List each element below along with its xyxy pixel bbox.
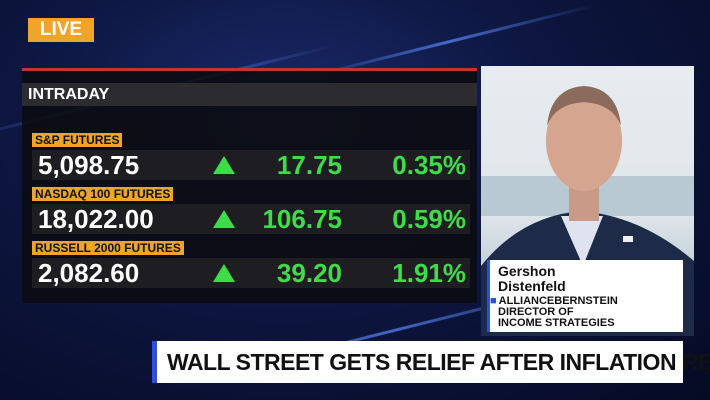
ticker-price: 5,098.75 bbox=[38, 150, 140, 180]
ticker-change: 17.75 bbox=[276, 150, 342, 180]
up-arrow bbox=[212, 263, 236, 283]
guest-company: ■ ALLIANCEBERNSTEIN bbox=[490, 295, 618, 307]
ticker-name: RUSSELL 2000 FUTURES bbox=[32, 241, 184, 255]
ticker-change: 39.20 bbox=[276, 258, 342, 288]
ticker-name: S&P FUTURES bbox=[32, 133, 123, 147]
ticker-name: NASDAQ 100 FUTURES bbox=[32, 187, 174, 201]
ticker-change: 106.75 bbox=[262, 204, 342, 234]
up-arrow bbox=[212, 209, 236, 229]
ticker-percent: 0.59% bbox=[392, 204, 466, 234]
live-badge: LIVE bbox=[28, 18, 94, 42]
headline-bar: WALL STREET GETS RELIEF AFTER INFLATION … bbox=[152, 341, 710, 383]
guest-company-text: ALLIANCEBERNSTEIN bbox=[498, 295, 618, 307]
panel-title: INTRADAY bbox=[22, 83, 477, 106]
ticker-row: 5,098.75 17.75 0.35% bbox=[32, 150, 470, 180]
market-panel: INTRADAY S&P FUTURES 5,098.75 17.75 0.35% NA… bbox=[22, 68, 477, 303]
guest-lower-third: Gershon Distenfeld ■ ALLIANCEBERNSTEIN DI… bbox=[487, 260, 683, 332]
ticker-row: 2,082.60 39.20 1.91% bbox=[32, 258, 470, 288]
ticker-percent: 0.35% bbox=[392, 150, 466, 180]
guest-name: Distenfeld bbox=[498, 278, 566, 294]
ticker-row: 18,022.00 106.75 0.59% bbox=[32, 204, 470, 234]
ticker-price: 2,082.60 bbox=[38, 258, 140, 288]
ticker-price: 18,022.00 bbox=[38, 204, 154, 234]
up-arrow bbox=[212, 155, 236, 175]
guest-role: DIRECTOR OF bbox=[498, 306, 574, 318]
guest-name: Gershon bbox=[498, 263, 556, 279]
ticker-percent: 1.91% bbox=[392, 258, 466, 288]
guest-role: INCOME STRATEGIES bbox=[498, 317, 615, 329]
